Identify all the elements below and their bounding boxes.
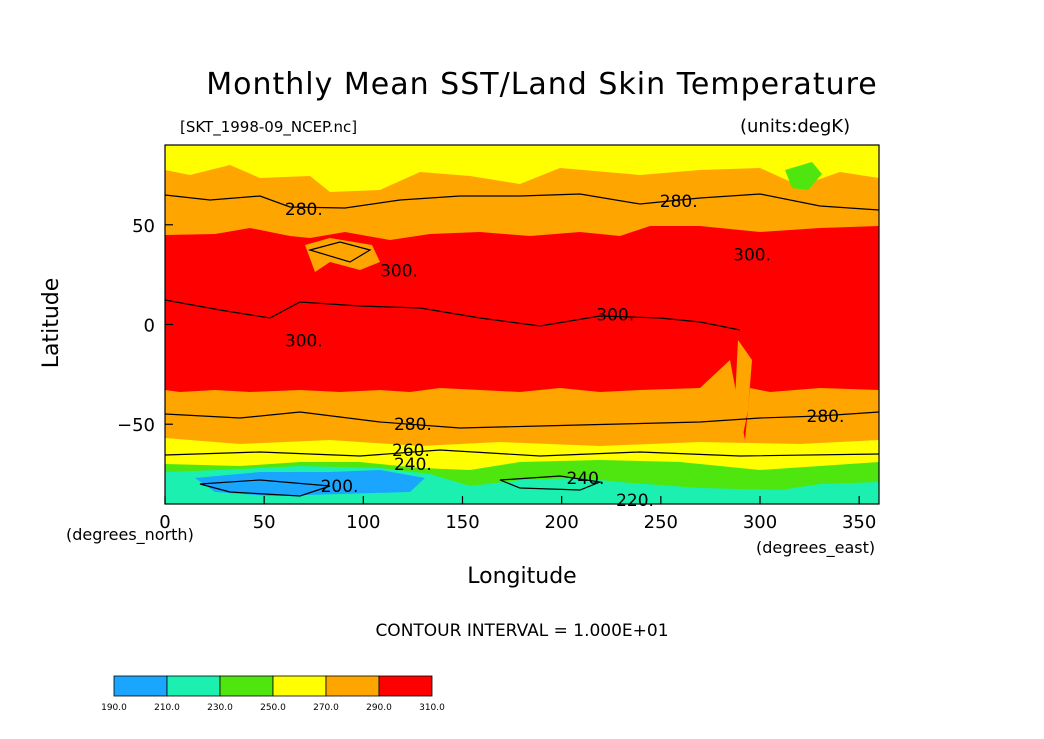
x-tick-label: 0 xyxy=(159,512,170,533)
contour-label: 300. xyxy=(380,262,418,282)
x-tick-label: 350 xyxy=(842,512,876,533)
colorbar-tick-label: 210.0 xyxy=(154,703,180,713)
contour-label: 300. xyxy=(285,331,323,351)
contour-label: 280. xyxy=(394,415,432,435)
colorbar-tick-label: 250.0 xyxy=(260,703,286,713)
colorbar-tick-label: 270.0 xyxy=(313,703,339,713)
contour-label: 260. xyxy=(392,441,430,461)
chart-title: Monthly Mean SST/Land Skin Temperature xyxy=(206,67,878,102)
contour-label: 300. xyxy=(596,306,634,326)
contour-label: 200. xyxy=(321,477,359,497)
x-tick-label: 300 xyxy=(743,512,777,533)
units-label: (units:degK) xyxy=(740,116,851,137)
band-250-270-greenland xyxy=(785,162,822,190)
x-tick-label: 150 xyxy=(445,512,479,533)
colorbar-swatch xyxy=(219,675,274,697)
x-tick-label: 200 xyxy=(544,512,578,533)
contour-lines xyxy=(165,193,879,497)
band-270-290-arctic xyxy=(165,145,879,192)
contour-label: 280. xyxy=(660,192,698,212)
colorbar-swatch xyxy=(272,675,327,697)
y-axis-units: (degrees_north) xyxy=(66,525,194,544)
y-axis: 50 0 −50 xyxy=(117,216,173,436)
colorbar-swatch xyxy=(166,675,221,697)
contour-interval-note: CONTOUR INTERVAL = 1.000E+01 xyxy=(375,621,669,641)
contour-labels: 280. 280.300.300.300.300.280. 280.260.240.… xyxy=(285,192,844,511)
x-tick-label: 250 xyxy=(644,512,678,533)
colorbar-tick-label: 190.0 xyxy=(101,703,127,713)
contour-label: 280. xyxy=(807,407,845,427)
colorbar-tick-label: 310.0 xyxy=(419,703,445,713)
contour-label: 220. xyxy=(616,491,654,511)
colorbar-swatch xyxy=(113,675,168,697)
colorbar-tick-label: 290.0 xyxy=(366,703,392,713)
x-axis-units: (degrees_east) xyxy=(756,538,876,557)
y-tick-label: −50 xyxy=(117,415,155,436)
y-tick-label: 0 xyxy=(144,316,155,337)
x-tick-label: 50 xyxy=(253,512,276,533)
band-290-andes xyxy=(734,340,752,440)
band-300-310-tropics xyxy=(165,226,879,440)
x-tick-label: 100 xyxy=(346,512,380,533)
colorbar: 190.0 210.0 230.0 250.0 270.0 290.0 310.0 xyxy=(101,675,445,713)
colorbar-swatch xyxy=(378,675,433,697)
contour-label: 300. xyxy=(733,246,771,266)
contour-label: 240. xyxy=(567,469,605,489)
y-tick-label: 50 xyxy=(132,216,155,237)
colorbar-swatch xyxy=(325,675,380,697)
contour-label: 280. xyxy=(285,200,323,220)
x-axis-title: Longitude xyxy=(467,564,577,589)
colorbar-tick-label: 230.0 xyxy=(207,703,233,713)
band-190-210 xyxy=(195,470,425,496)
contour-label: 240. xyxy=(394,455,432,475)
temperature-field xyxy=(165,145,879,504)
x-axis: 0 50 100 150 200 250 300 350 xyxy=(159,496,876,533)
dataset-filename: [SKT_1998-09_NCEP.nc] xyxy=(180,118,358,136)
